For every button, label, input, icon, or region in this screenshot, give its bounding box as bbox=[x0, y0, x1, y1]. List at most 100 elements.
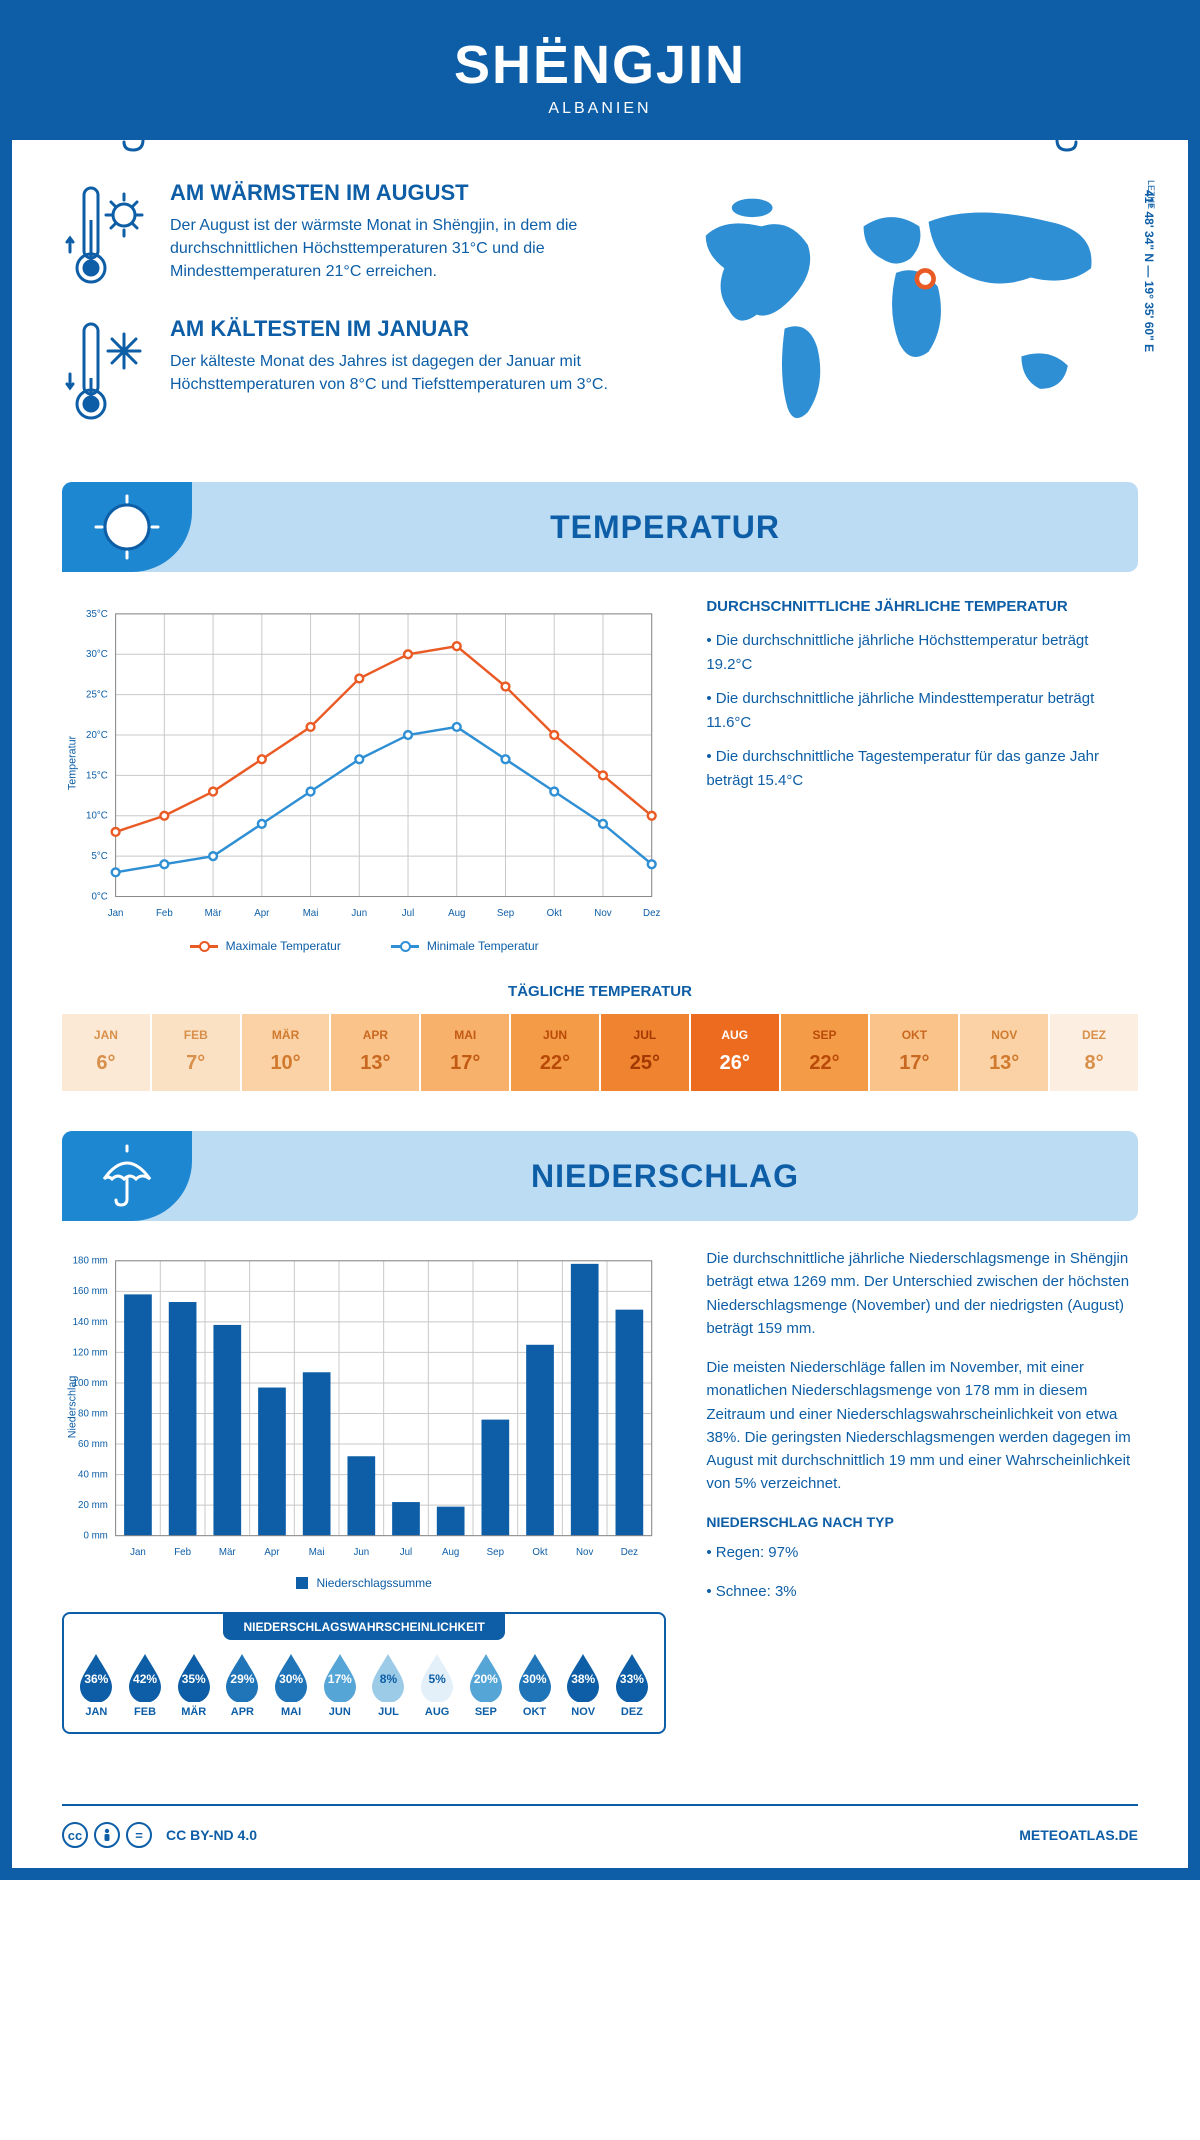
raindrop-icon: 5% bbox=[417, 1652, 457, 1702]
footer: cc = CC BY-ND 4.0 METEOATLAS.DE bbox=[62, 1804, 1138, 1868]
coldest-fact: AM KÄLTESTEN IM JANUAR Der kälteste Mona… bbox=[62, 316, 633, 426]
probability-cell: 5% AUG bbox=[415, 1652, 460, 1718]
svg-text:Jan: Jan bbox=[108, 908, 124, 919]
legend-min: Minimale Temperatur bbox=[391, 939, 539, 953]
legend-max: Maximale Temperatur bbox=[190, 939, 341, 953]
world-map: LEZHE 41° 48' 34" N — 19° 35' 60" E bbox=[663, 180, 1138, 452]
precipitation-bar-chart: 0 mm20 mm40 mm60 mm80 mm100 mm120 mm140 … bbox=[62, 1247, 666, 1590]
svg-text:120 mm: 120 mm bbox=[73, 1347, 108, 1358]
heat-cell: OKT17° bbox=[870, 1014, 958, 1091]
precipitation-section-header: NIEDERSCHLAG bbox=[62, 1131, 1138, 1221]
world-map-svg bbox=[663, 180, 1138, 440]
svg-text:Niederschlag: Niederschlag bbox=[67, 1376, 79, 1439]
svg-text:Apr: Apr bbox=[264, 1547, 280, 1558]
annual-temp-text: DURCHSCHNITTLICHE JÄHRLICHE TEMPERATUR •… bbox=[706, 598, 1138, 953]
probability-cell: 42% FEB bbox=[123, 1652, 168, 1718]
svg-text:10°C: 10°C bbox=[86, 811, 108, 822]
precip-p1: Die durchschnittliche jährliche Niedersc… bbox=[706, 1247, 1138, 1340]
svg-text:0°C: 0°C bbox=[91, 891, 107, 902]
precip-p2: Die meisten Niederschläge fallen im Nove… bbox=[706, 1356, 1138, 1496]
raindrop-icon: 38% bbox=[563, 1652, 603, 1702]
precip-chart-legend: Niederschlagssumme bbox=[62, 1576, 666, 1590]
svg-text:Feb: Feb bbox=[156, 908, 173, 919]
infographic-page: SHËNGJIN ALBANIEN bbox=[0, 0, 1200, 1880]
raindrop-icon: 29% bbox=[222, 1652, 262, 1702]
svg-text:25°C: 25°C bbox=[86, 690, 108, 701]
svg-text:30°C: 30°C bbox=[86, 649, 108, 660]
raindrop-icon: 30% bbox=[271, 1652, 311, 1702]
svg-text:Sep: Sep bbox=[497, 908, 514, 919]
precip-type-heading: NIEDERSCHLAG NACH TYP bbox=[706, 1512, 1138, 1534]
svg-text:140 mm: 140 mm bbox=[73, 1317, 108, 1328]
cc-nd-icon: = bbox=[126, 1822, 152, 1848]
probability-cell: 35% MÄR bbox=[171, 1652, 216, 1718]
annual-temp-b3: • Die durchschnittliche Tagestemperatur … bbox=[706, 745, 1138, 793]
svg-text:20°C: 20°C bbox=[86, 730, 108, 741]
country-label: ALBANIEN bbox=[12, 100, 1188, 118]
coordinates: 41° 48' 34" N — 19° 35' 60" E bbox=[1142, 190, 1156, 352]
warmest-fact: AM WÄRMSTEN IM AUGUST Der August ist der… bbox=[62, 180, 633, 290]
location-title: SHËNGJIN bbox=[12, 34, 1188, 96]
probability-cell: 20% SEP bbox=[464, 1652, 509, 1718]
raindrop-icon: 8% bbox=[368, 1652, 408, 1702]
location-marker-icon bbox=[916, 270, 933, 287]
probability-cell: 29% APR bbox=[220, 1652, 265, 1718]
warmest-body: Der August ist der wärmste Monat in Shën… bbox=[170, 214, 633, 284]
probability-cell: 30% OKT bbox=[512, 1652, 557, 1718]
heat-cell: FEB7° bbox=[152, 1014, 240, 1091]
intro-row: AM WÄRMSTEN IM AUGUST Der August ist der… bbox=[62, 180, 1138, 452]
precip-rain: • Regen: 97% bbox=[706, 1541, 1138, 1564]
svg-text:Sep: Sep bbox=[487, 1547, 504, 1558]
svg-text:160 mm: 160 mm bbox=[73, 1286, 108, 1297]
svg-text:Apr: Apr bbox=[254, 908, 270, 919]
svg-text:Jan: Jan bbox=[130, 1547, 146, 1558]
svg-text:Feb: Feb bbox=[174, 1547, 191, 1558]
svg-text:20 mm: 20 mm bbox=[78, 1500, 108, 1511]
thermometer-cold-icon bbox=[62, 316, 152, 426]
probability-cell: 8% JUL bbox=[366, 1652, 411, 1718]
probability-cell: 17% JUN bbox=[317, 1652, 362, 1718]
warmest-title: AM WÄRMSTEN IM AUGUST bbox=[170, 180, 633, 206]
svg-text:Nov: Nov bbox=[594, 908, 611, 919]
svg-text:180 mm: 180 mm bbox=[73, 1256, 108, 1267]
svg-text:5°C: 5°C bbox=[91, 851, 107, 862]
probability-title: NIEDERSCHLAGSWAHRSCHEINLICHKEIT bbox=[223, 1614, 504, 1640]
thermometer-hot-icon bbox=[62, 180, 152, 290]
svg-text:Aug: Aug bbox=[448, 908, 465, 919]
legend-swatch bbox=[296, 1577, 308, 1589]
svg-text:Jun: Jun bbox=[351, 908, 367, 919]
license-block: cc = CC BY-ND 4.0 bbox=[62, 1822, 257, 1848]
heat-cell: AUG26° bbox=[691, 1014, 779, 1091]
svg-text:Mai: Mai bbox=[303, 908, 319, 919]
raindrop-icon: 30% bbox=[515, 1652, 555, 1702]
content-area: AM WÄRMSTEN IM AUGUST Der August ist der… bbox=[12, 140, 1188, 1774]
probability-cell: 30% MAI bbox=[269, 1652, 314, 1718]
probability-row: 36% JAN 42% FEB 35% MÄR 29% APR 30% MAI bbox=[74, 1652, 654, 1718]
heat-cell: MAI17° bbox=[421, 1014, 509, 1091]
climate-facts: AM WÄRMSTEN IM AUGUST Der August ist der… bbox=[62, 180, 633, 452]
precipitation-probability-box: NIEDERSCHLAGSWAHRSCHEINLICHKEIT 36% JAN … bbox=[62, 1612, 666, 1734]
raindrop-icon: 36% bbox=[76, 1652, 116, 1702]
cc-by-icon bbox=[94, 1822, 120, 1848]
wind-icon bbox=[1032, 62, 1152, 152]
license-text: CC BY-ND 4.0 bbox=[166, 1827, 257, 1843]
heat-cell: APR13° bbox=[331, 1014, 419, 1091]
heat-cell: JUL25° bbox=[601, 1014, 689, 1091]
svg-text:15°C: 15°C bbox=[86, 770, 108, 781]
annual-temp-b1: • Die durchschnittliche jährliche Höchst… bbox=[706, 629, 1138, 677]
probability-cell: 38% NOV bbox=[561, 1652, 606, 1718]
temperature-heading: TEMPERATUR bbox=[192, 509, 1138, 546]
heat-cell: NOV13° bbox=[960, 1014, 1048, 1091]
sun-icon bbox=[62, 482, 192, 572]
svg-text:80 mm: 80 mm bbox=[78, 1408, 108, 1419]
heat-cell: SEP22° bbox=[781, 1014, 869, 1091]
svg-text:Dez: Dez bbox=[621, 1547, 638, 1558]
umbrella-icon bbox=[62, 1131, 192, 1221]
raindrop-icon: 17% bbox=[320, 1652, 360, 1702]
svg-text:40 mm: 40 mm bbox=[78, 1470, 108, 1481]
svg-text:Okt: Okt bbox=[547, 908, 562, 919]
svg-text:0 mm: 0 mm bbox=[83, 1531, 107, 1542]
heat-cell: DEZ8° bbox=[1050, 1014, 1138, 1091]
raindrop-icon: 35% bbox=[174, 1652, 214, 1702]
annual-temp-b2: • Die durchschnittliche jährliche Mindes… bbox=[706, 687, 1138, 735]
